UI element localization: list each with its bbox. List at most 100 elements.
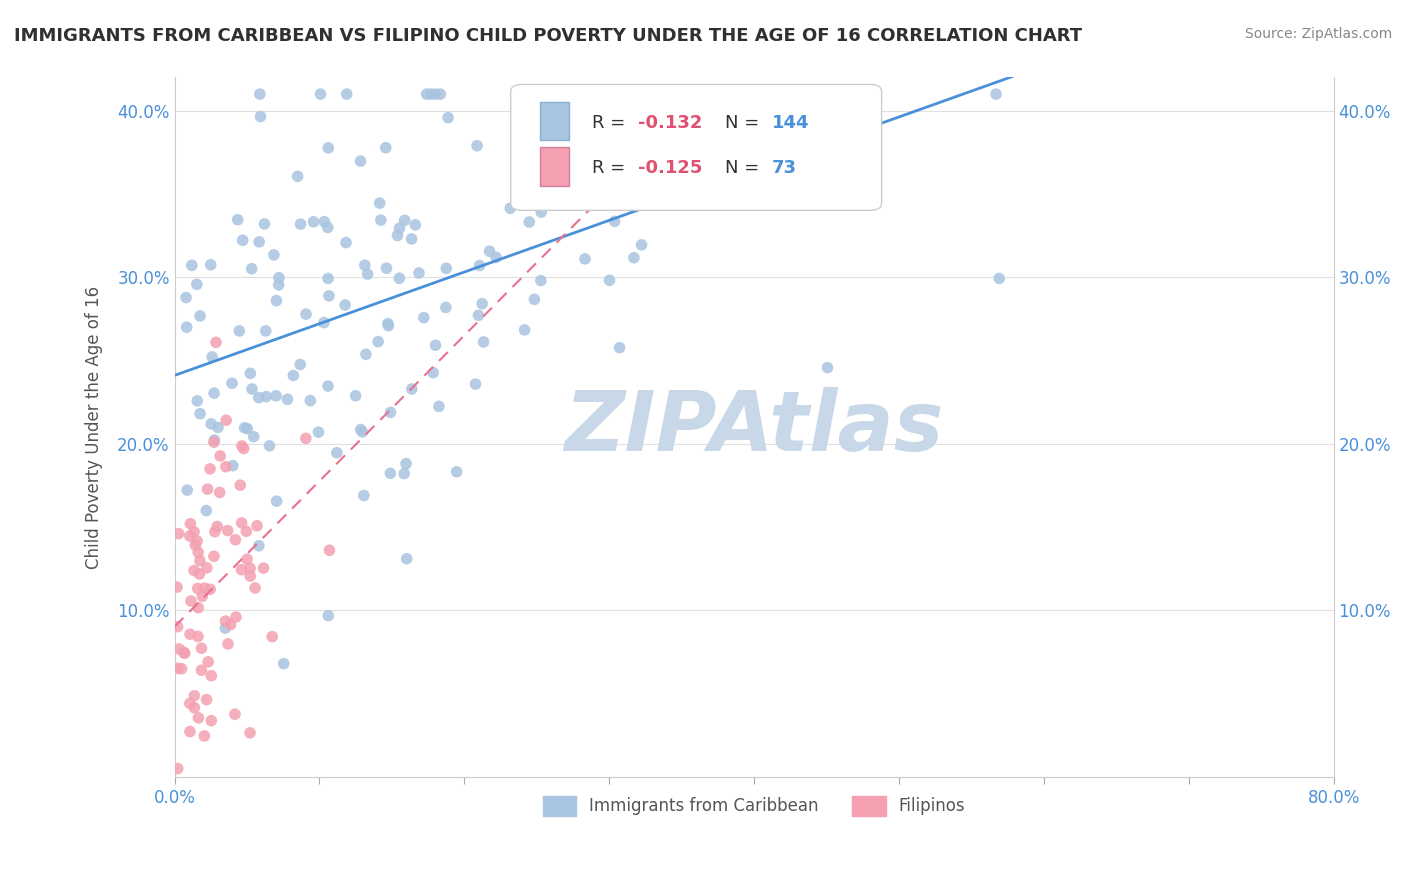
Point <box>302 215 325 229</box>
Text: N =: N = <box>725 114 765 132</box>
Point <box>232 233 254 247</box>
Point <box>187 630 209 644</box>
Point <box>231 516 253 530</box>
Point <box>464 377 486 392</box>
Point <box>266 293 288 308</box>
Point <box>290 217 312 231</box>
Point <box>179 724 201 739</box>
Point <box>527 103 550 118</box>
Point <box>176 320 198 334</box>
Point <box>198 462 221 476</box>
Point <box>412 310 434 325</box>
Point <box>167 642 190 657</box>
Point <box>247 235 270 249</box>
Point <box>186 277 208 292</box>
Text: N =: N = <box>725 160 765 178</box>
Point <box>472 334 495 349</box>
Point <box>247 391 270 405</box>
Point <box>200 417 222 431</box>
Point <box>214 614 236 628</box>
Point <box>202 386 225 401</box>
Point <box>395 551 418 566</box>
Point <box>349 154 371 169</box>
Point <box>233 421 256 435</box>
Point <box>215 459 238 474</box>
Point <box>200 258 222 272</box>
Point <box>276 392 298 407</box>
Point <box>187 600 209 615</box>
Point <box>201 350 224 364</box>
Point <box>179 529 201 543</box>
Point <box>173 645 195 659</box>
Point <box>419 87 441 101</box>
Point <box>191 590 214 604</box>
Point <box>266 494 288 508</box>
Point <box>186 393 208 408</box>
Point <box>173 646 195 660</box>
Point <box>188 407 211 421</box>
Legend: Immigrants from Caribbean, Filipinos: Immigrants from Caribbean, Filipinos <box>534 788 974 824</box>
Point <box>375 261 398 276</box>
Point <box>523 293 546 307</box>
Point <box>249 87 271 101</box>
Point <box>478 244 501 259</box>
Point <box>401 382 423 396</box>
Point <box>354 258 377 272</box>
Point <box>232 442 254 456</box>
Point <box>318 543 340 558</box>
Point <box>188 554 211 568</box>
Point <box>202 549 225 564</box>
FancyBboxPatch shape <box>540 147 568 186</box>
Point <box>350 423 373 437</box>
Point <box>247 539 270 553</box>
Point <box>988 271 1011 285</box>
Point <box>468 259 491 273</box>
Point <box>599 273 621 287</box>
Point <box>231 439 253 453</box>
Point <box>166 620 188 634</box>
Point <box>308 425 330 440</box>
Point <box>198 582 221 597</box>
Point <box>187 582 209 596</box>
Point <box>394 213 416 227</box>
Text: IMMIGRANTS FROM CARIBBEAN VS FILIPINO CHILD POVERTY UNDER THE AGE OF 16 CORRELAT: IMMIGRANTS FROM CARIBBEAN VS FILIPINO CH… <box>14 27 1083 45</box>
Point <box>221 376 243 391</box>
Point <box>166 762 188 776</box>
Point <box>434 301 457 315</box>
Point <box>224 707 246 722</box>
Point <box>318 608 340 623</box>
Point <box>572 189 595 203</box>
Text: Source: ZipAtlas.com: Source: ZipAtlas.com <box>1244 27 1392 41</box>
Point <box>183 564 205 578</box>
Point <box>380 405 402 419</box>
Point <box>187 711 209 725</box>
Point <box>205 335 228 350</box>
FancyBboxPatch shape <box>540 102 568 140</box>
Point <box>377 318 399 333</box>
Point <box>166 661 188 675</box>
Point <box>188 566 211 581</box>
Point <box>187 545 209 559</box>
Point <box>602 87 624 101</box>
Point <box>530 87 553 101</box>
Point <box>316 220 339 235</box>
Point <box>408 266 430 280</box>
Point <box>789 126 811 140</box>
Point <box>183 689 205 703</box>
Point <box>179 516 201 531</box>
Text: R =: R = <box>592 160 631 178</box>
Point <box>427 400 450 414</box>
Point <box>166 580 188 594</box>
Point <box>239 726 262 740</box>
Point <box>167 526 190 541</box>
Text: 73: 73 <box>772 160 796 178</box>
Point <box>197 482 219 496</box>
Point <box>207 519 229 533</box>
Text: ZIPAtlas: ZIPAtlas <box>564 386 943 467</box>
Point <box>434 261 457 276</box>
Point <box>240 382 263 396</box>
Point <box>370 213 392 227</box>
Point <box>188 309 211 323</box>
Point <box>828 87 851 101</box>
Point <box>242 430 264 444</box>
